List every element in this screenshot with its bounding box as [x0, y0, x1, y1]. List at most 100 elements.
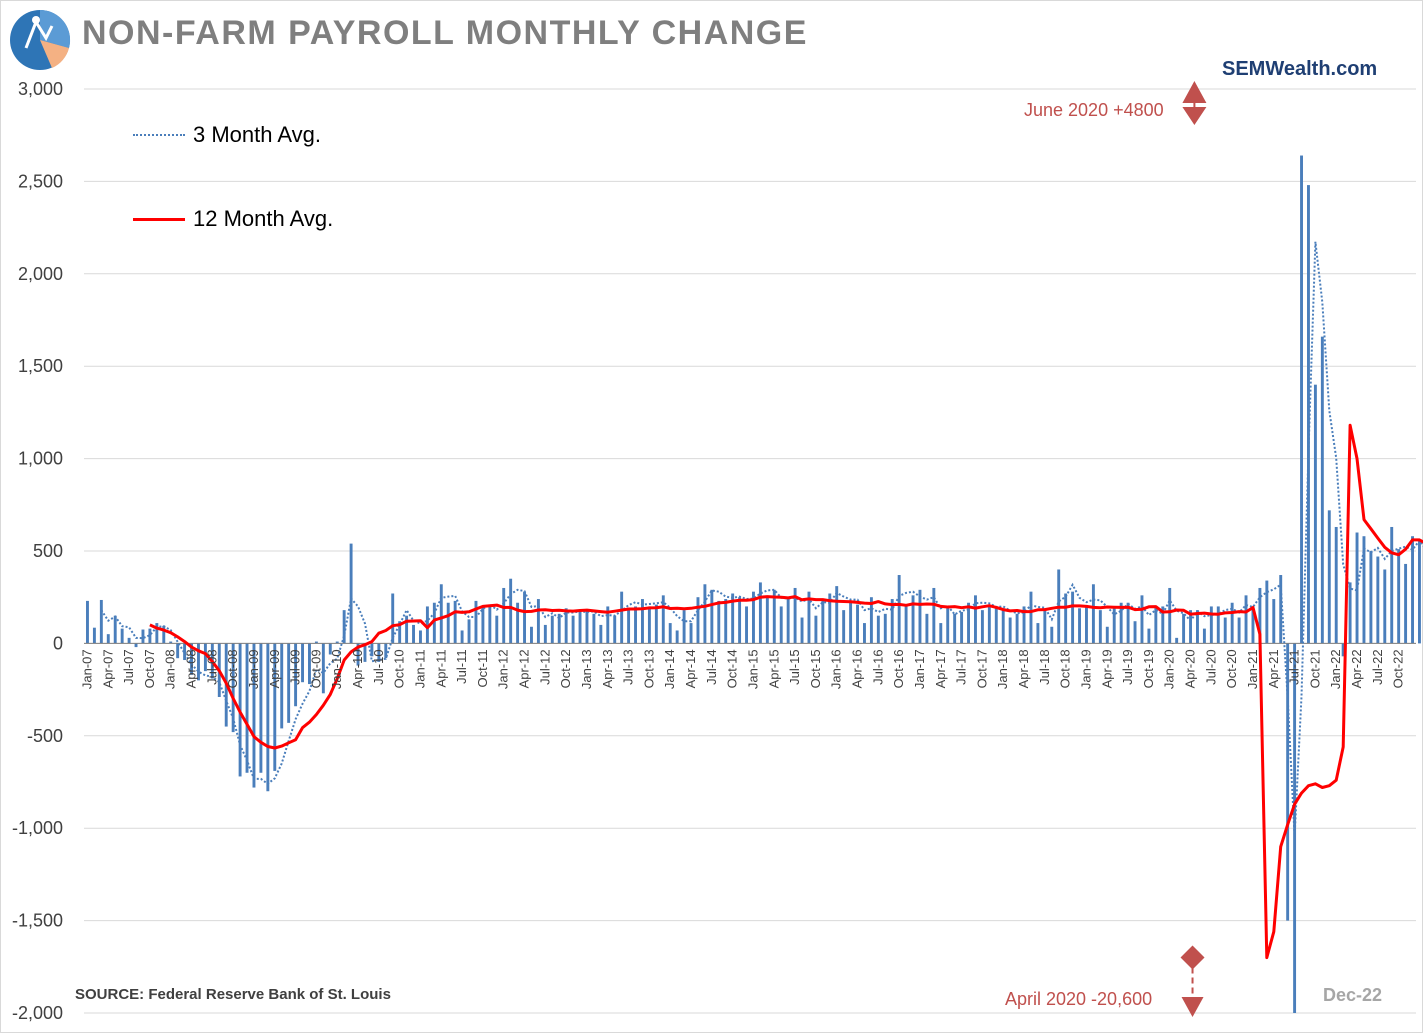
annotation-april-2020: April 2020 -20,600 [1005, 989, 1153, 1009]
x-tick-label: Oct-10 [392, 649, 407, 688]
annotation-markers [1180, 81, 1207, 1017]
bar [1105, 626, 1109, 644]
x-tick-label: Jul-11 [454, 649, 469, 683]
x-tick-label: Apr-14 [683, 649, 698, 688]
bar [1154, 606, 1158, 644]
x-tick-label: Jan-08 [163, 649, 178, 689]
bar [120, 628, 124, 644]
legend-label-12-month: 12 Month Avg. [193, 206, 334, 231]
x-tick-label: Jan-12 [496, 649, 511, 689]
bar [1230, 602, 1234, 644]
x-tick-label: Apr-09 [267, 649, 282, 688]
bar [460, 630, 464, 644]
bar [377, 643, 381, 662]
bar [1383, 569, 1387, 644]
bar [1320, 336, 1324, 644]
x-tick-label: Apr-20 [1183, 649, 1198, 688]
bar [1411, 536, 1414, 644]
bar [113, 615, 117, 644]
bar [197, 643, 200, 681]
x-tick-label: Jan-22 [1328, 649, 1343, 689]
y-tick-label: -500 [27, 726, 63, 746]
x-tick-label: Jan-19 [1078, 649, 1093, 689]
bar [592, 613, 596, 644]
bar [571, 615, 575, 644]
bar [419, 630, 422, 644]
june-arrow-up-icon [1182, 81, 1207, 103]
bar [106, 634, 110, 644]
x-tick-label: Jan-21 [1245, 649, 1260, 689]
bar [1015, 613, 1019, 644]
x-tick-label: Oct-18 [1058, 649, 1073, 688]
legend-item-3-month: 3 Month Avg. [133, 120, 393, 150]
bar [675, 630, 679, 644]
bar [425, 606, 429, 644]
bar [321, 643, 325, 694]
bar [1022, 606, 1026, 644]
x-tick-label: Jul-22 [1370, 649, 1385, 684]
bar [974, 595, 977, 644]
bar [252, 643, 256, 788]
x-tick-label: Oct-19 [1141, 649, 1156, 688]
bar [613, 615, 617, 644]
legend-label-3-month: 3 Month Avg. [193, 122, 322, 147]
y-tick-label: 0 [53, 633, 63, 653]
legend-swatch-12-month [133, 218, 185, 221]
bar [904, 604, 908, 644]
bar [183, 643, 187, 661]
legend-swatch-3-month [133, 134, 185, 136]
bar [932, 587, 936, 644]
bar [1064, 593, 1068, 644]
bar [654, 604, 658, 644]
bar [287, 643, 291, 723]
bar [765, 597, 769, 644]
twelve-month-avg-line [149, 423, 1423, 960]
bar [523, 591, 526, 644]
bar [987, 604, 991, 644]
bar [647, 606, 651, 644]
bar [308, 643, 311, 685]
bar [967, 602, 970, 644]
bar [502, 587, 506, 644]
y-tick-label: 1,500 [18, 356, 63, 376]
bar [807, 591, 811, 644]
bar [162, 625, 166, 644]
bar [710, 589, 714, 644]
bar [1008, 617, 1012, 644]
bar [86, 600, 89, 644]
bar [1091, 584, 1095, 644]
bar [557, 613, 561, 644]
bar [946, 606, 950, 644]
bar [939, 623, 943, 644]
bar [530, 626, 533, 644]
bar [1348, 582, 1352, 644]
bar [1189, 610, 1192, 644]
x-tick-label: Apr-17 [933, 649, 948, 688]
bar [127, 637, 131, 644]
x-tick-label: Jul-09 [288, 649, 303, 684]
bar [980, 610, 984, 644]
bar [634, 606, 637, 644]
x-tick-label: Jan-11 [412, 649, 427, 688]
x-tick-label: Oct-11 [475, 649, 490, 687]
bar [703, 584, 707, 644]
x-tick-label: Jan-15 [745, 649, 760, 689]
bar [620, 591, 624, 644]
bar [363, 643, 367, 662]
bar [148, 628, 152, 644]
y-tick-label: -1,000 [12, 818, 63, 838]
bar [1140, 595, 1144, 644]
y-tick-label: -2,000 [12, 1003, 63, 1023]
bar [1397, 549, 1401, 644]
x-tick-label: Apr-13 [600, 649, 615, 688]
bar [1272, 599, 1276, 644]
bar [960, 611, 964, 644]
bar [370, 643, 374, 657]
x-tick-label: Jul-14 [704, 649, 719, 684]
x-tick-label: Oct-08 [225, 649, 240, 688]
brand-link[interactable]: SEMWealth.com [1222, 58, 1378, 80]
bar [1376, 556, 1380, 644]
april-arrow-down-icon [1181, 997, 1204, 1017]
bar [953, 613, 957, 644]
x-tick-label: Jul-12 [537, 649, 552, 684]
